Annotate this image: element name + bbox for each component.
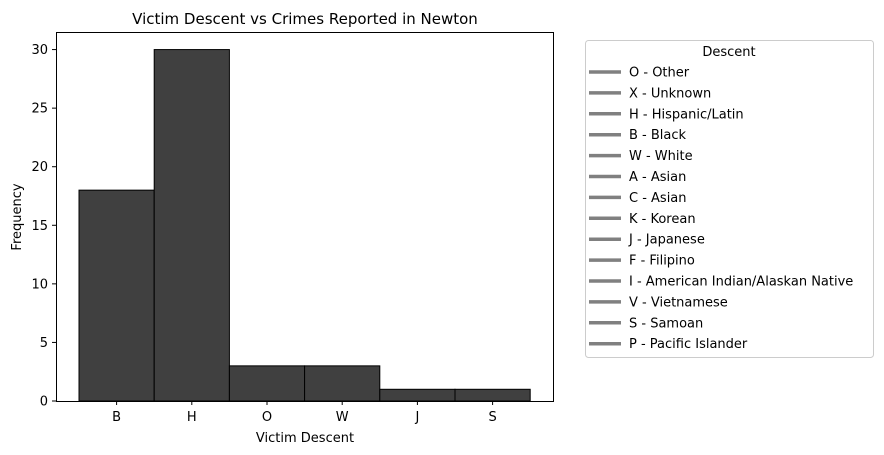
bar-J	[379, 388, 456, 402]
plot-frame	[56, 32, 554, 402]
bar-S	[454, 388, 531, 402]
legend-item: V - Vietnamese	[589, 295, 728, 310]
y-tick-label: 0	[40, 395, 48, 410]
legend-item: H - Hispanic/Latin	[589, 107, 744, 122]
legend-item: B - Black	[589, 128, 687, 143]
y-tick-label: 25	[31, 102, 48, 117]
y-axis-label: Frequency	[10, 183, 25, 250]
bar-group	[78, 49, 531, 402]
legend-item-label: A - Asian	[629, 170, 686, 185]
legend-item-label: F - Filipino	[629, 254, 695, 269]
legend-item-label: O - Other	[629, 66, 690, 81]
legend-item: O - Other	[589, 66, 690, 81]
legend-item: I - American Indian/Alaskan Native	[589, 275, 853, 290]
legend-title: Descent	[702, 45, 755, 60]
chart-title: Victim Descent vs Crimes Reported in New…	[132, 10, 478, 28]
x-tick-label: O	[262, 410, 272, 425]
legend-item-label: V - Vietnamese	[629, 295, 728, 310]
y-tick-label: 20	[31, 160, 48, 175]
legend-item-label: S - Samoan	[629, 316, 703, 331]
y-tick-label: 30	[31, 43, 48, 58]
legend-item: K - Korean	[589, 212, 696, 227]
x-tick-label: H	[187, 410, 197, 425]
legend-item: W - White	[589, 149, 693, 164]
y-axis-ticks: 0 5 10 15 20 25 30	[31, 43, 56, 410]
x-tick-label: J	[414, 410, 419, 425]
legend-item: J - Japanese	[589, 233, 705, 248]
bar-H	[153, 49, 230, 402]
legend-item-label: P - Pacific Islander	[629, 337, 748, 352]
x-axis-label: Victim Descent	[256, 431, 354, 446]
legend: Descent O - Other X - Unknown H - Hispanic…	[585, 40, 874, 358]
x-tick-label: S	[488, 410, 496, 425]
legend-item: X - Unknown	[589, 86, 711, 101]
x-tick-label: W	[336, 410, 349, 425]
legend-item: S - Samoan	[589, 316, 703, 331]
y-tick-label: 15	[31, 219, 48, 234]
legend-item-label: W - White	[629, 149, 693, 164]
bar-W	[304, 365, 381, 402]
y-tick-label: 10	[31, 277, 48, 292]
bar-O	[228, 365, 306, 402]
legend-item: F - Filipino	[589, 254, 695, 269]
legend-entries: O - Other X - Unknown H - Hispanic/Latin B …	[589, 66, 853, 352]
x-tick-label: B	[112, 410, 121, 425]
legend-item-label: B - Black	[629, 128, 687, 143]
y-tick-label: 5	[40, 336, 48, 351]
bar-B	[78, 189, 155, 402]
legend-item-label: K - Korean	[629, 212, 696, 227]
legend-item-label: H - Hispanic/Latin	[629, 107, 744, 122]
legend-item-label: X - Unknown	[629, 86, 711, 101]
legend-item: C - Asian	[589, 191, 687, 206]
legend-item: A - Asian	[589, 170, 686, 185]
legend-item-label: J - Japanese	[628, 233, 705, 248]
legend-item: P - Pacific Islander	[589, 337, 748, 352]
legend-item-label: C - Asian	[629, 191, 687, 206]
legend-frame	[585, 40, 874, 358]
legend-item-label: I - American Indian/Alaskan Native	[629, 275, 853, 290]
